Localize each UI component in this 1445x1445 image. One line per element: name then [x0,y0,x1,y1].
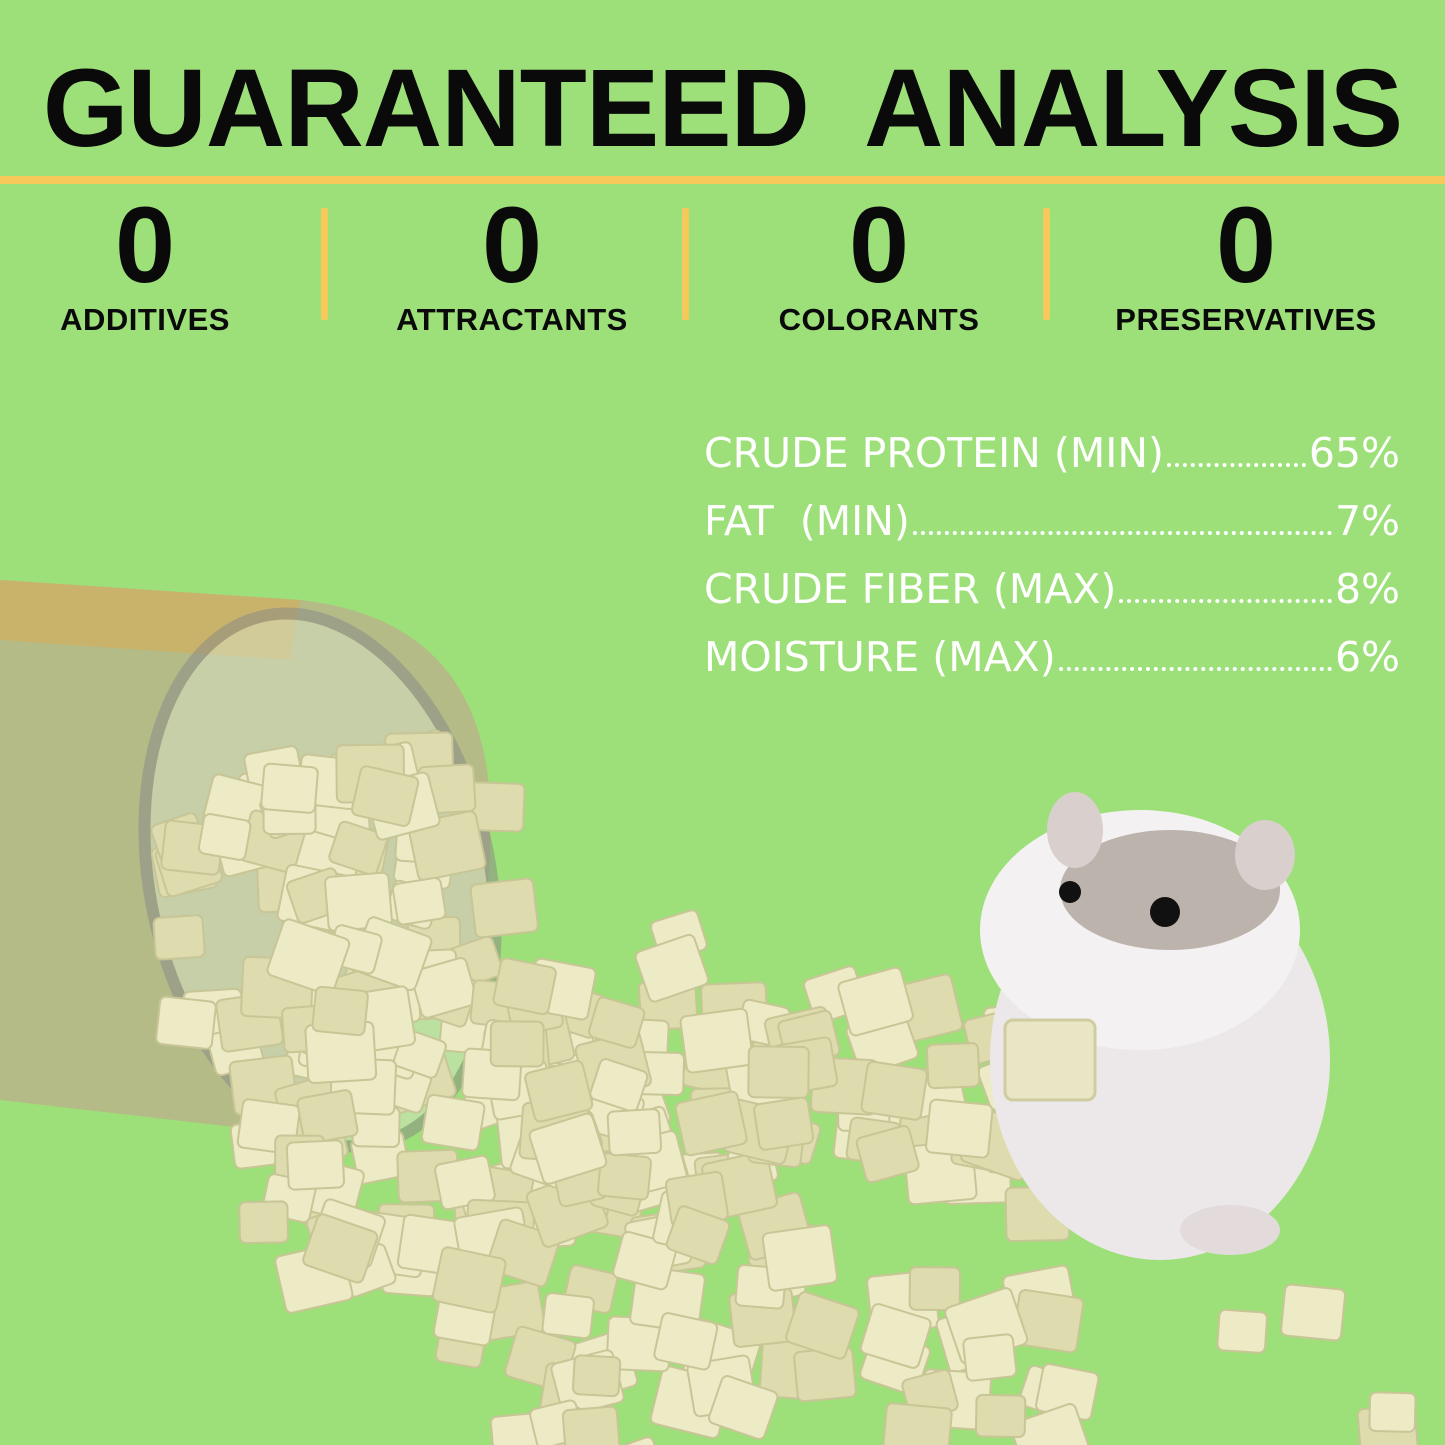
freeze-dried-cube [410,957,478,1019]
freeze-dried-cube [588,996,646,1049]
freeze-dried-cube [634,933,710,1003]
freeze-dried-cube [197,813,252,861]
analysis-value: 6% [1334,633,1400,681]
freeze-dried-cube [855,1125,920,1184]
freeze-dried-cube [974,1393,1027,1438]
analysis-label: MOISTURE (MAX) [704,633,1056,681]
freeze-dried-cube [420,1093,486,1152]
freeze-dried-cube [962,1333,1018,1382]
analysis-value: 8% [1334,565,1400,613]
freeze-dried-cube [653,1312,719,1371]
claim-value: 0 [848,184,910,305]
dot-leader [1119,599,1332,603]
freeze-dried-cube [859,1303,932,1369]
freeze-dried-cube [785,1291,860,1360]
freeze-dried-cube [431,1246,507,1314]
freeze-dried-cube [925,1042,981,1090]
freeze-dried-cube [155,995,217,1050]
analysis-label: CRUDE PROTEIN (MIN) [704,429,1164,477]
claim-separator [321,208,328,320]
claim-separator [1043,208,1050,320]
freeze-dried-cube [528,1112,608,1185]
freeze-dried-cube [302,1213,379,1284]
analysis-label: FAT (MIN) [704,497,910,545]
hamster [980,792,1330,1260]
freeze-dried-cube [881,1402,953,1445]
page-title: GUARANTEED ANALYSIS [42,47,1403,170]
analysis-value: 65% [1308,429,1400,477]
dot-leader [1058,667,1332,671]
claim-label: COLORANTS [778,302,980,337]
freeze-dried-cube [561,1405,621,1445]
freeze-dried-cube [324,871,393,932]
claim-attractants: 0 ATTRACTANTS [342,190,682,338]
analysis-row: MOISTURE (MAX) 6% [704,632,1400,700]
freeze-dried-cube [908,1266,962,1312]
free-from-claims: 0 ADDITIVES 0 ATTRACTANTS 0 COLORANTS 0 … [0,190,1445,340]
claim-preservatives: 0 PRESERVATIVES [1076,190,1416,338]
analysis-row: FAT (MIN) 7% [704,496,1400,564]
analysis-value: 7% [1334,497,1400,545]
dot-leader [912,531,1332,535]
hamster-eye [1059,881,1081,903]
claim-value: 0 [481,184,543,305]
freeze-dried-cube [612,1231,678,1291]
claim-label: PRESERVATIVES [1115,302,1377,337]
dot-leader [1167,463,1306,467]
freeze-dried-cube [328,820,389,876]
freeze-dried-cube [391,876,447,926]
analysis-row: CRUDE PROTEIN (MIN) 65% [704,428,1400,496]
freeze-dried-cube [524,1059,594,1123]
accent-divider [0,176,1445,184]
freeze-dried-cube [260,762,319,814]
analysis-row: CRUDE FIBER (MAX) 8% [704,564,1400,632]
freeze-dried-cube [492,957,557,1016]
claim-label: ADDITIVES [60,302,230,337]
freeze-dried-cube [541,1292,595,1340]
freeze-dried-cube [311,985,369,1037]
freeze-dried-cube [761,1224,839,1292]
cube-pile [150,729,1419,1445]
freeze-dried-cube [860,1060,928,1121]
claim-value: 0 [1215,184,1277,305]
freeze-dried-cube [679,1007,754,1074]
freeze-dried-cube [1009,1403,1092,1445]
freeze-dried-cube [837,966,914,1037]
freeze-dried-cube [747,1045,810,1099]
freeze-dried-cube [1216,1308,1268,1354]
freeze-dried-cube [489,1020,545,1068]
hamster-eye [1150,897,1180,927]
freeze-dried-cube [708,1375,779,1441]
analysis-label: CRUDE FIBER (MAX) [704,565,1117,613]
claim-separator [682,208,689,320]
freeze-dried-cube [266,918,351,996]
freeze-dried-cube [753,1096,815,1151]
freeze-dried-cube [606,1108,663,1157]
freeze-dried-cube [674,1090,748,1157]
freeze-dried-cube [350,765,420,827]
freeze-dried-cube [793,1346,857,1403]
freeze-dried-cube [665,1205,731,1265]
freeze-dried-cube [469,877,539,939]
freeze-dried-cube [285,1139,346,1191]
claim-additives: 0 ADDITIVES [0,190,315,338]
freeze-dried-cube [572,1354,622,1398]
freeze-dried-cube [238,1200,290,1245]
freeze-dried-cube [152,914,206,961]
freeze-dried-cube [1368,1391,1417,1433]
freeze-dried-cube [589,1058,649,1113]
claim-colorants: 0 COLORANTS [709,190,1049,338]
freeze-dried-cube [1280,1283,1347,1342]
freeze-dried-cube [925,1098,994,1159]
guaranteed-analysis-list: CRUDE PROTEIN (MIN) 65% FAT (MIN) 7% CRUDE… [704,428,1400,700]
claim-value: 0 [114,184,176,305]
claim-label: ATTRACTANTS [396,302,628,337]
